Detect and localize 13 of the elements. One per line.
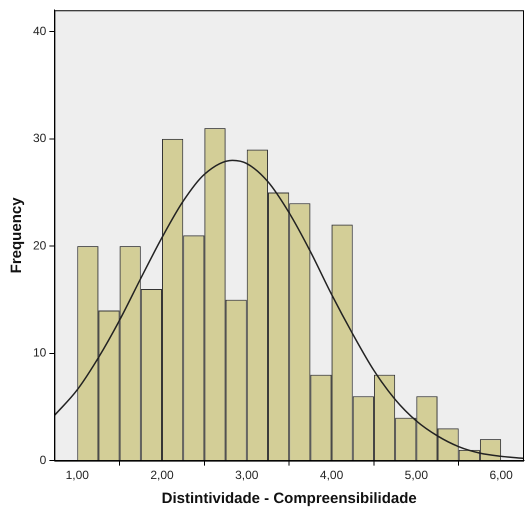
x-tick-label: 1,00: [66, 468, 90, 482]
y-axis-title: Frequency: [8, 196, 26, 274]
y-tick-label: 0: [40, 452, 47, 467]
x-tick-label: 6,00: [489, 468, 514, 482]
x-tick-label: 4,00: [320, 468, 344, 482]
y-tick-label: 10: [32, 346, 47, 360]
y-tick-label: 20: [32, 238, 47, 252]
y-tick-label: 30: [32, 131, 47, 146]
x-tick-label: 3,00: [235, 468, 259, 482]
x-tick-label: 2,00: [150, 468, 174, 482]
y-tick-label: 40: [32, 24, 47, 38]
x-axis-title: Distintividade - Compreensibilidade: [162, 490, 417, 508]
x-tick-label: 5,00: [404, 468, 428, 482]
